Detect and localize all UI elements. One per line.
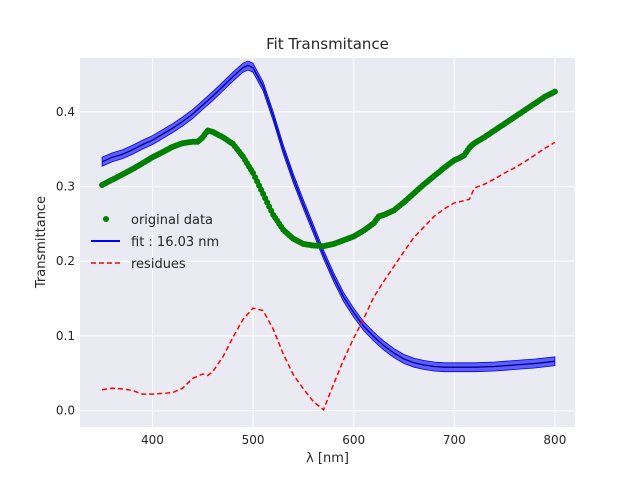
x-tick-label: 600 [342,433,365,447]
legend-label-fit: fit : 16.03 nm [131,235,219,250]
legend-label-residues: residues [131,257,186,272]
fit-line [101,64,555,368]
legend: original data fit : 16.03 nm residues [91,213,219,272]
x-axis-ticks: 400 500 600 700 800 [141,433,566,447]
original-data-points [99,88,558,250]
y-tick-label: 0.4 [56,105,75,119]
y-tick-label: 0.0 [56,404,75,418]
legend-label-original-data: original data [131,213,213,228]
x-tick-label: 700 [443,433,466,447]
x-axis-label: λ [nm] [306,451,349,466]
plot-area [99,60,558,412]
y-tick-label: 0.3 [56,179,75,193]
x-tick-label: 400 [141,433,164,447]
y-axis-ticks: 0.0 0.1 0.2 0.3 0.4 [56,105,75,418]
chart-title: Fit Transmitance [266,35,389,53]
fit-band [101,60,556,373]
x-tick-label: 800 [543,433,566,447]
legend-marker-original-data [103,216,109,222]
original-data-point [551,88,558,95]
y-tick-label: 0.1 [56,329,75,343]
x-tick-label: 500 [242,433,265,447]
y-tick-label: 0.2 [56,254,75,268]
grid-lines [80,58,575,427]
y-axis-label: Transmittance [34,196,49,289]
residues-line [101,141,556,412]
